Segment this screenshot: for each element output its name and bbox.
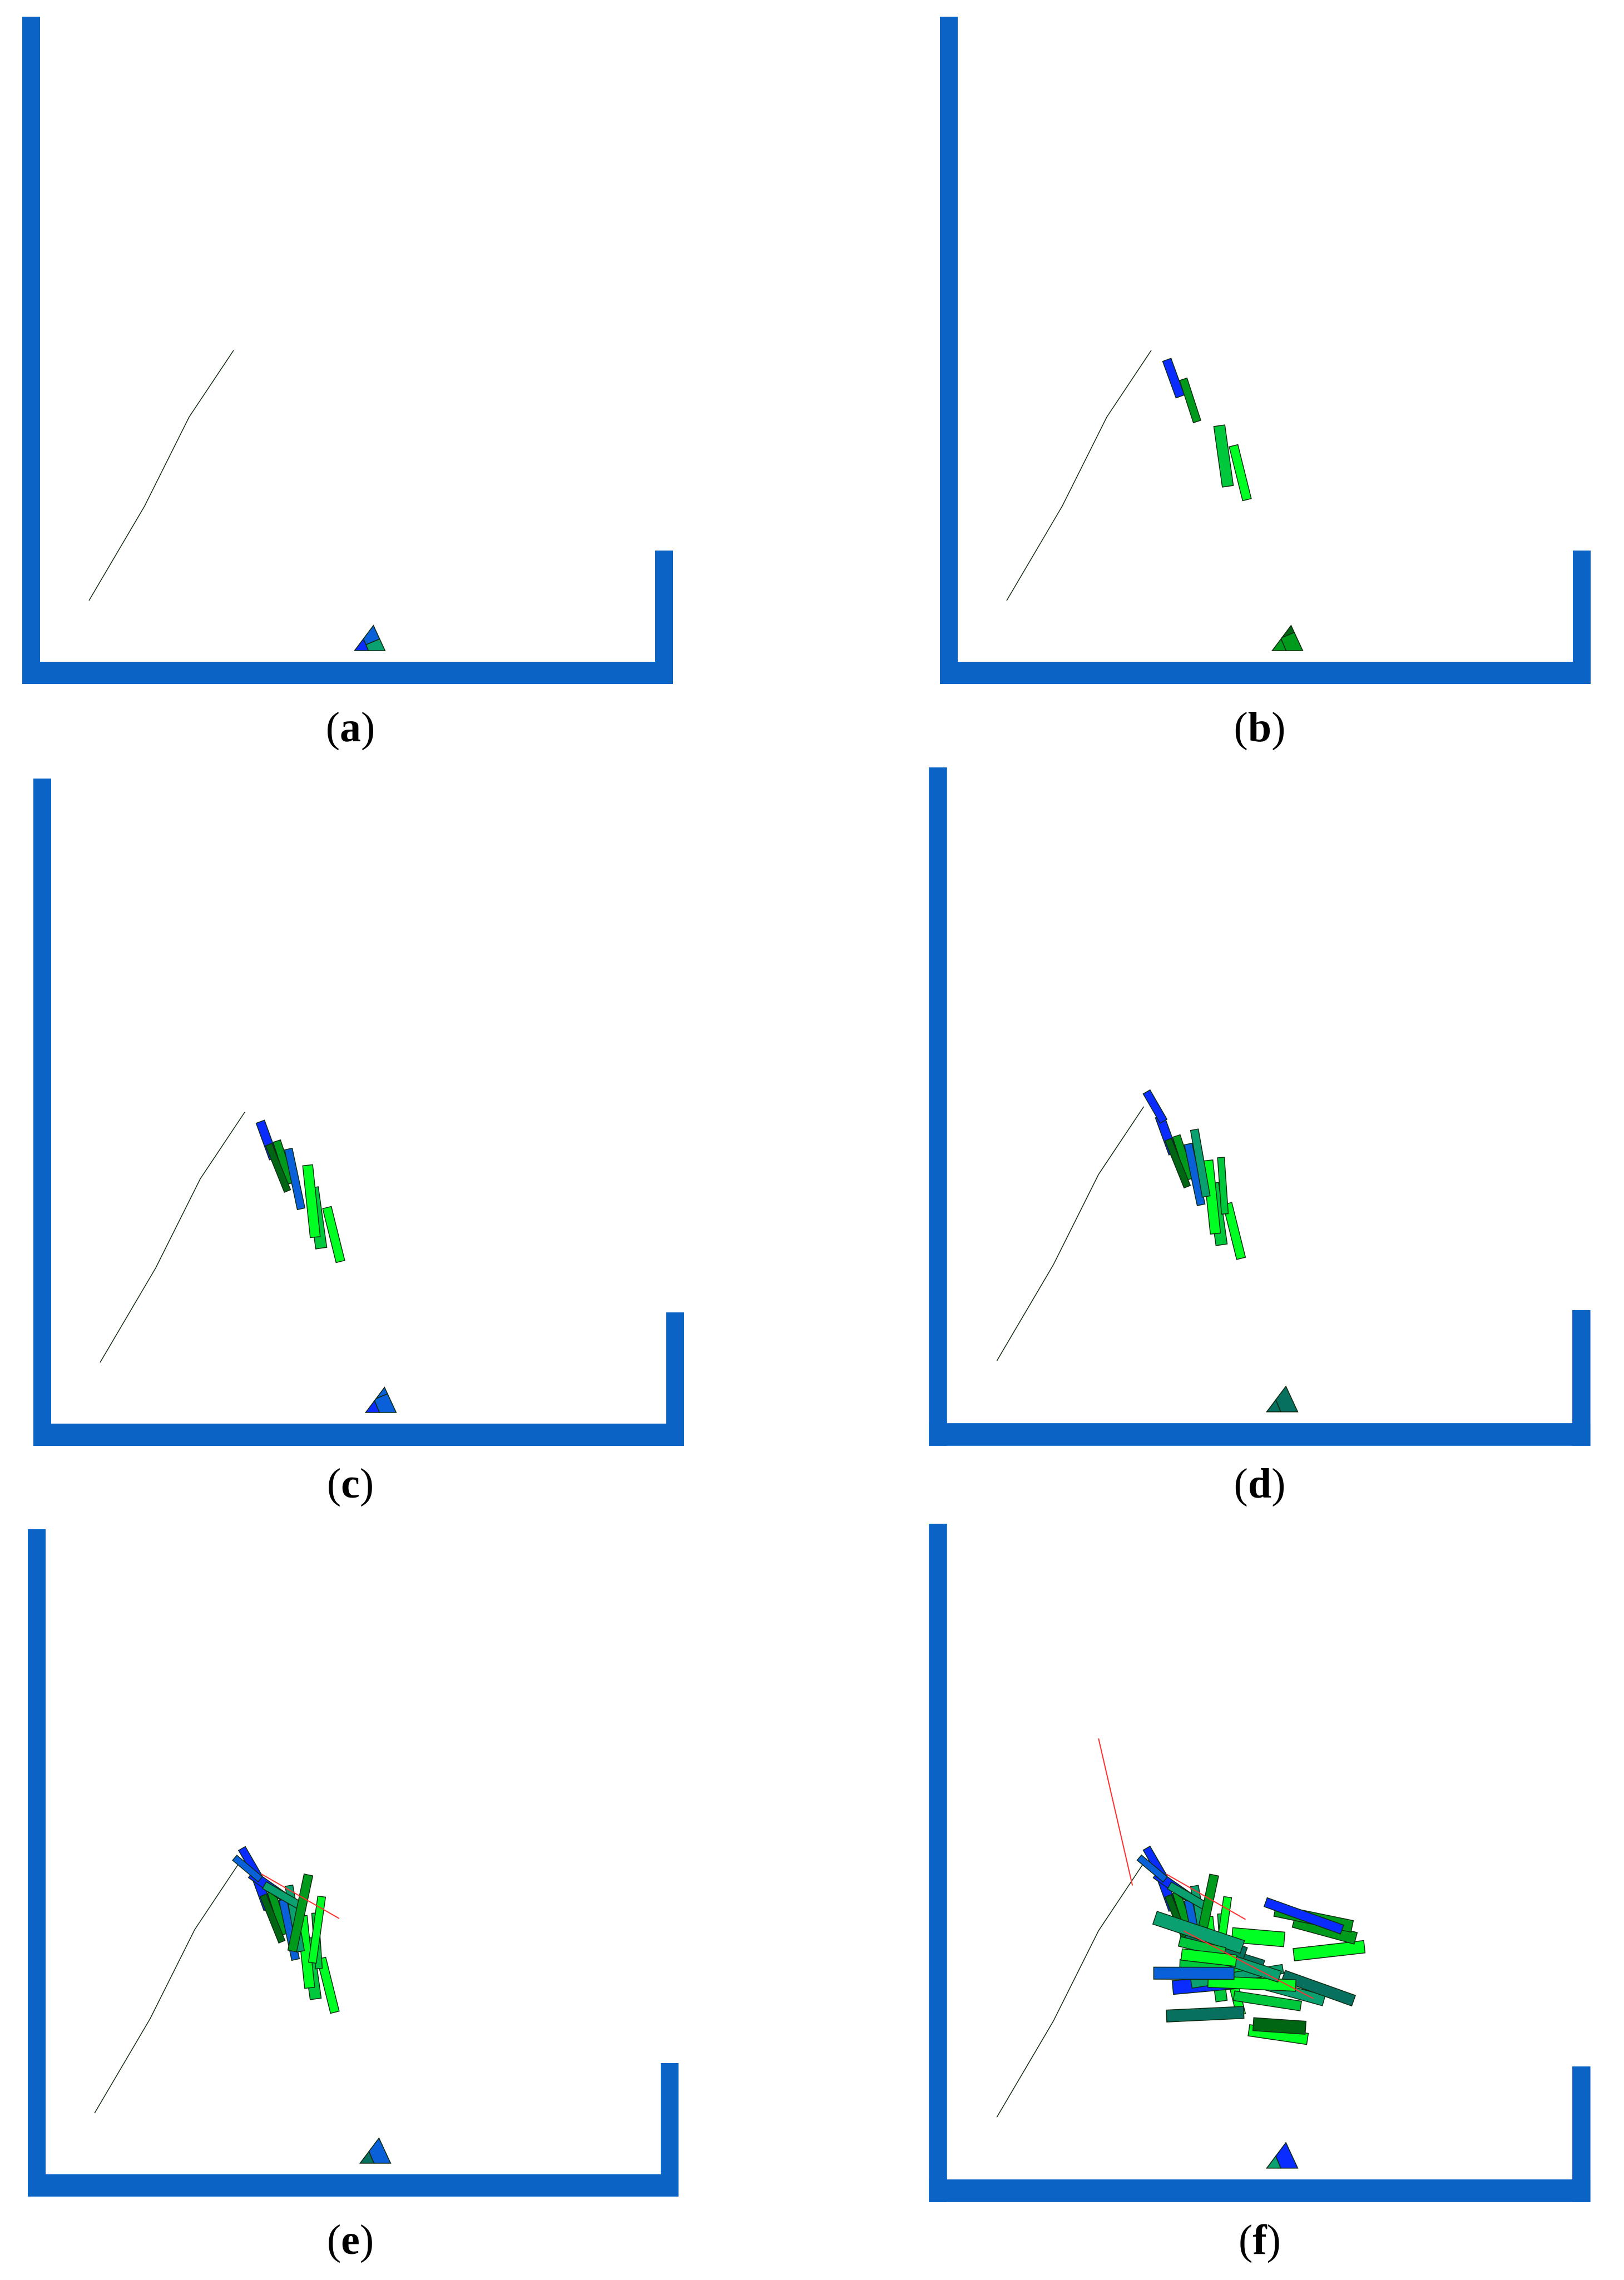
panel-b bbox=[940, 17, 1596, 690]
rock-blocks bbox=[88, 350, 386, 651]
failure-surface-trace bbox=[88, 350, 234, 601]
rock-block bbox=[364, 1400, 380, 1413]
toppled-block bbox=[1229, 444, 1252, 502]
caption-b: (b) bbox=[1234, 704, 1286, 751]
model-container bbox=[940, 17, 1591, 684]
toppled-block bbox=[1162, 358, 1185, 399]
toppled-block bbox=[265, 1143, 291, 1193]
rock-block bbox=[1265, 1399, 1282, 1412]
model-container bbox=[22, 17, 673, 684]
toppled-blocks bbox=[232, 1846, 340, 2014]
base-plate bbox=[940, 662, 1591, 684]
rock-blocks bbox=[100, 1112, 397, 1413]
toppled-block bbox=[322, 1206, 345, 1263]
trace-line bbox=[1183, 1930, 1314, 1999]
toppled-block bbox=[287, 1873, 314, 1953]
toppled-block bbox=[1252, 2017, 1307, 2035]
toppled-blocks bbox=[255, 1119, 345, 1263]
toppled-block bbox=[308, 1895, 326, 1964]
left-wall bbox=[22, 17, 40, 684]
left-wall bbox=[28, 1529, 46, 2197]
rock-block bbox=[1265, 2155, 1282, 2169]
toppled-block bbox=[1232, 1990, 1303, 2011]
failure-surface-trace bbox=[996, 1862, 1145, 2118]
panel-e bbox=[28, 1524, 684, 2208]
toppled-block bbox=[284, 1147, 306, 1211]
base-plate bbox=[28, 2174, 679, 2197]
rock-block bbox=[374, 1393, 397, 1413]
toppled-block bbox=[1217, 1157, 1229, 1215]
failure-surface-trace bbox=[100, 1112, 245, 1363]
trace-line bbox=[1098, 1738, 1133, 1886]
toppled-block bbox=[1136, 1854, 1169, 1883]
toppled-block bbox=[1190, 1128, 1211, 1198]
toppled-block bbox=[1179, 377, 1201, 424]
caption-f: (f) bbox=[1239, 2217, 1281, 2263]
model-container bbox=[28, 1529, 679, 2197]
slope-model-f bbox=[929, 1524, 1596, 2208]
panel-d bbox=[929, 767, 1596, 1451]
toppled-block bbox=[1142, 1089, 1168, 1124]
right-wall bbox=[666, 1312, 684, 1446]
caption-c: (c) bbox=[326, 1460, 374, 1507]
caption-d: (d) bbox=[1234, 1460, 1286, 1507]
rock-block bbox=[1271, 638, 1287, 651]
rock-block bbox=[359, 2150, 375, 2164]
toppled-block bbox=[232, 1855, 263, 1882]
trace-line bbox=[1166, 1873, 1246, 1920]
rock-blocks bbox=[996, 1106, 1299, 1412]
rock-blocks bbox=[996, 1862, 1299, 2169]
toppled-blocks bbox=[1098, 1738, 1366, 2045]
right-wall bbox=[1572, 2066, 1591, 2202]
rock-block bbox=[353, 638, 369, 651]
toppled-block bbox=[1231, 1927, 1286, 1947]
right-wall bbox=[655, 551, 673, 684]
right-wall bbox=[1572, 1310, 1591, 1446]
base-plate bbox=[929, 1423, 1591, 1446]
caption-a: (a) bbox=[325, 704, 375, 751]
rock-blocks bbox=[94, 1862, 392, 2164]
failure-surface-trace bbox=[996, 1106, 1145, 1361]
failure-surface-trace bbox=[94, 1862, 240, 2114]
left-wall bbox=[929, 1524, 947, 2202]
toppled-block bbox=[1152, 1911, 1245, 1954]
toppled-block bbox=[1293, 1940, 1366, 1961]
panel-a bbox=[22, 17, 679, 690]
panel-f bbox=[929, 1524, 1596, 2208]
toppled-block bbox=[1263, 1897, 1344, 1935]
trace-line bbox=[261, 1873, 340, 1919]
right-wall bbox=[661, 2063, 679, 2197]
left-wall bbox=[33, 779, 51, 1446]
model-container bbox=[929, 1524, 1591, 2202]
toppled-block bbox=[1281, 1970, 1356, 2007]
toppled-block bbox=[302, 1164, 321, 1238]
rock-block bbox=[1280, 632, 1304, 651]
left-wall bbox=[929, 767, 947, 1446]
caption-e: (e) bbox=[326, 2217, 374, 2263]
model-container bbox=[929, 767, 1591, 1446]
failure-surface-trace bbox=[1006, 350, 1152, 601]
slope-model-d bbox=[929, 767, 1596, 1451]
rock-blocks bbox=[1006, 350, 1304, 651]
toppled-block bbox=[259, 1894, 286, 1944]
panel-c bbox=[33, 779, 690, 1451]
slope-model-b bbox=[940, 17, 1596, 690]
left-wall bbox=[940, 17, 958, 684]
base-plate bbox=[929, 2179, 1591, 2202]
toppled-blocks bbox=[1142, 1089, 1246, 1260]
base-plate bbox=[33, 1424, 684, 1446]
toppled-block bbox=[1213, 424, 1234, 488]
toppled-block bbox=[1180, 1948, 1237, 1967]
toppled-block bbox=[1164, 1137, 1191, 1189]
slope-model-e bbox=[28, 1529, 684, 2202]
right-wall bbox=[1573, 551, 1591, 684]
toppled-block bbox=[1166, 2006, 1245, 2023]
slope-model-c bbox=[33, 779, 690, 1451]
toppled-blocks bbox=[1162, 358, 1252, 502]
model-container bbox=[33, 779, 684, 1446]
base-plate bbox=[22, 662, 673, 684]
slope-model-a bbox=[22, 17, 679, 690]
toppled-block bbox=[1153, 1966, 1235, 1980]
